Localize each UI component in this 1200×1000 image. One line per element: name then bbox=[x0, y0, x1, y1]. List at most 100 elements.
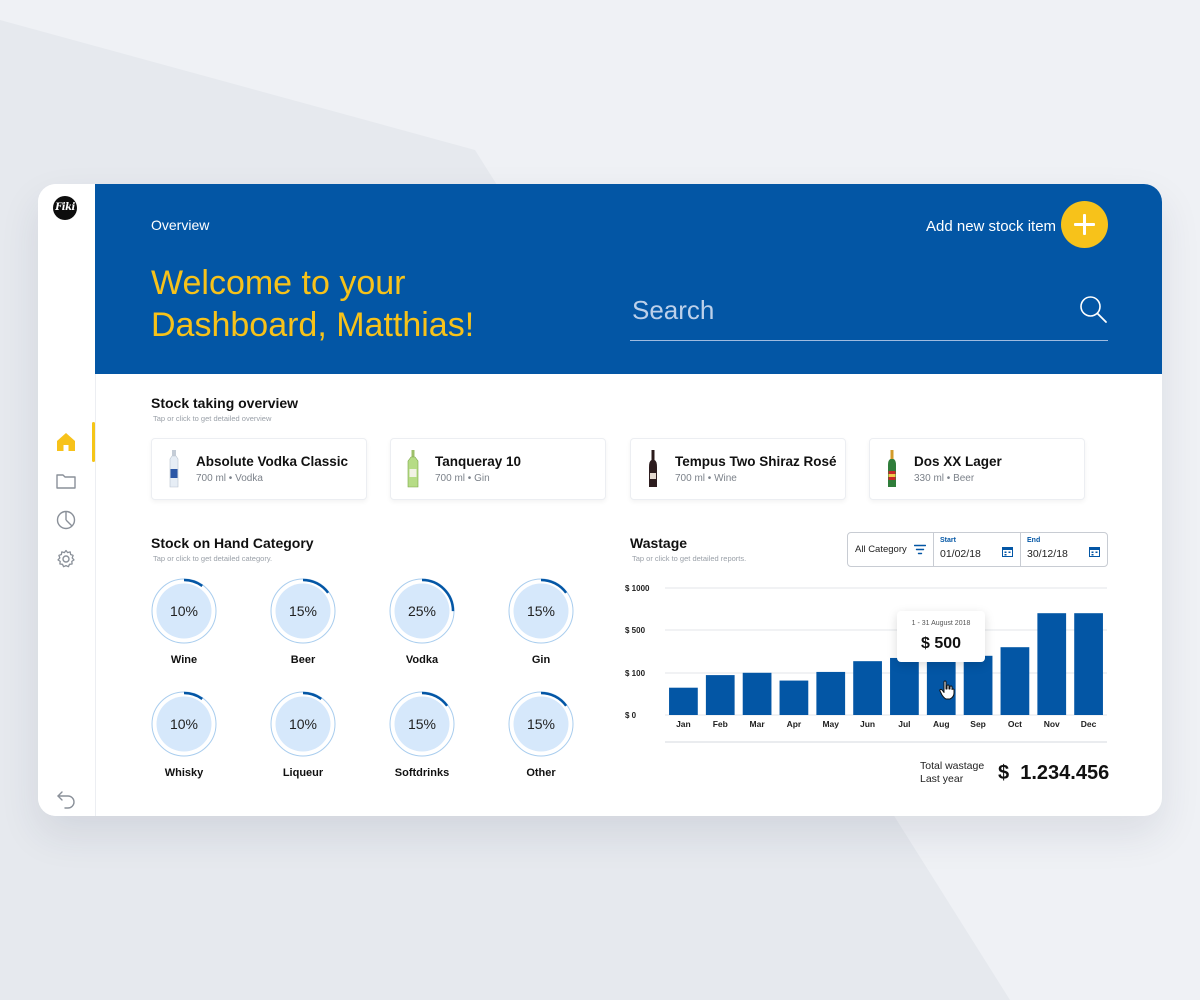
category-item[interactable]: 15% Softdrinks bbox=[377, 691, 467, 795]
category-item[interactable]: 10% Wine bbox=[139, 578, 229, 682]
end-date-value: 30/12/18 bbox=[1027, 548, 1068, 560]
calendar-icon bbox=[1089, 547, 1100, 557]
search-input[interactable] bbox=[630, 290, 1062, 330]
x-tick-label: Feb bbox=[713, 719, 728, 729]
start-date-caption: Start bbox=[940, 537, 956, 544]
welcome-line-2: Dashboard, Matthias! bbox=[151, 306, 475, 344]
x-tick-label: Jun bbox=[860, 719, 875, 729]
categories-subtitle: Tap or click to get detailed category. bbox=[153, 554, 273, 563]
category-ring bbox=[389, 578, 455, 644]
stock-card-meta: 330 ml • Beer bbox=[914, 473, 975, 484]
x-tick-label: May bbox=[822, 719, 839, 729]
bar-jan[interactable] bbox=[669, 687, 698, 715]
stock-card[interactable]: Absolute Vodka Classic 700 ml • Vodka bbox=[151, 438, 367, 500]
category-ring bbox=[508, 578, 574, 644]
y-tick-label: $ 500 bbox=[625, 626, 646, 635]
category-ring bbox=[270, 578, 336, 644]
search-icon[interactable] bbox=[1078, 294, 1108, 324]
category-percent: 25% bbox=[407, 603, 437, 619]
sidebar: Fiki bbox=[38, 184, 96, 816]
stock-card-meta: 700 ml • Wine bbox=[675, 473, 737, 484]
stock-card[interactable]: Dos XX Lager 330 ml • Beer bbox=[869, 438, 1085, 500]
folder-icon[interactable] bbox=[54, 469, 78, 493]
category-item[interactable]: 15% Gin bbox=[496, 578, 586, 682]
bar-nov[interactable] bbox=[1037, 613, 1067, 715]
hand-cursor-icon bbox=[939, 680, 955, 700]
back-arrow-icon[interactable] bbox=[54, 786, 78, 810]
bar-jun[interactable] bbox=[853, 661, 882, 715]
category-item[interactable]: 10% Liqueur bbox=[258, 691, 348, 795]
gin-bottle-icon bbox=[407, 450, 419, 488]
category-percent: 15% bbox=[288, 603, 318, 619]
category-filter-select[interactable]: All Category bbox=[848, 533, 934, 566]
category-label: Wine bbox=[170, 654, 198, 666]
breadcrumb: Overview bbox=[151, 217, 210, 233]
stock-card-name: Absolute Vodka Classic bbox=[196, 454, 349, 469]
x-tick-label: Dec bbox=[1081, 719, 1097, 729]
category-percent: 15% bbox=[407, 716, 437, 732]
bar-feb[interactable] bbox=[705, 675, 735, 715]
start-date-field[interactable]: Start 01/02/18 bbox=[934, 533, 1021, 566]
stock-card-name: Tempus Two Shiraz Rosé bbox=[675, 454, 837, 469]
bar-mar[interactable] bbox=[742, 672, 772, 715]
category-ring bbox=[508, 691, 574, 757]
main-content: Stock taking overview Tap or click to ge… bbox=[95, 374, 1162, 816]
category-label: Other bbox=[526, 767, 556, 779]
category-item[interactable]: 25% Vodka bbox=[377, 578, 467, 682]
stock-card[interactable]: Tempus Two Shiraz Rosé 700 ml • Wine bbox=[630, 438, 846, 500]
category-filter-label: All Category bbox=[855, 544, 907, 555]
stock-overview-title: Stock taking overview bbox=[151, 395, 299, 411]
bar-dec[interactable] bbox=[1074, 613, 1103, 715]
stock-card[interactable]: Tanqueray 10 700 ml • Gin bbox=[390, 438, 606, 500]
wastage-filters: All Category Start 01/02/18 End 30/12/ bbox=[847, 532, 1108, 567]
category-item[interactable]: 15% Other bbox=[496, 691, 586, 795]
stock-overview-subtitle: Tap or click to get detailed overview bbox=[153, 414, 272, 423]
bar-may[interactable] bbox=[816, 671, 846, 715]
wastage-subtitle: Tap or click to get detailed reports. bbox=[632, 554, 747, 563]
chart-tooltip: 1 - 31 August 2018 $ 500 bbox=[897, 611, 985, 662]
x-tick-label: Apr bbox=[787, 719, 802, 729]
category-ring bbox=[151, 578, 217, 644]
x-tick-label: Nov bbox=[1044, 719, 1060, 729]
category-percent: 15% bbox=[526, 603, 556, 619]
bar-jul[interactable] bbox=[890, 657, 919, 715]
bar-apr[interactable] bbox=[779, 680, 809, 715]
category-label: Liqueur bbox=[282, 767, 324, 779]
bar-sep[interactable] bbox=[963, 655, 993, 715]
tooltip-caption: 1 - 31 August 2018 bbox=[911, 620, 971, 627]
stock-card-name: Tanqueray 10 bbox=[435, 454, 522, 469]
end-date-field[interactable]: End 30/12/18 bbox=[1021, 533, 1107, 566]
y-tick-label: $ 1000 bbox=[625, 584, 650, 593]
category-percent: 10% bbox=[288, 716, 318, 732]
x-tick-label: Aug bbox=[933, 719, 950, 729]
add-stock-button[interactable] bbox=[1061, 201, 1108, 248]
start-date-value: 01/02/18 bbox=[940, 548, 981, 560]
stock-card-meta: 700 ml • Vodka bbox=[196, 473, 263, 484]
x-tick-label: Mar bbox=[750, 719, 766, 729]
vodka-bottle-icon bbox=[169, 450, 179, 488]
category-percent: 15% bbox=[526, 716, 556, 732]
calendar-icon bbox=[1002, 547, 1013, 557]
home-icon[interactable] bbox=[54, 430, 78, 454]
add-stock-label[interactable]: Add new stock item bbox=[926, 218, 1057, 235]
stock-card-name: Dos XX Lager bbox=[914, 454, 1002, 469]
bar-oct[interactable] bbox=[1000, 647, 1030, 715]
total-wastage-label: Total wastage Last year bbox=[920, 760, 984, 786]
total-wastage-label-line1: Total wastage bbox=[920, 760, 985, 772]
total-wastage-label-line2: Last year bbox=[920, 773, 964, 785]
y-tick-label: $ 0 bbox=[625, 711, 637, 720]
category-item[interactable]: 15% Beer bbox=[258, 578, 348, 682]
wine-bottle-icon bbox=[649, 450, 657, 487]
gear-icon[interactable] bbox=[54, 547, 78, 571]
x-tick-label: Jul bbox=[898, 719, 910, 729]
stock-card-meta: 700 ml • Gin bbox=[435, 473, 490, 484]
category-label: Beer bbox=[290, 654, 316, 666]
wastage-chart: $ 0 $ 100 $ 500 $ 1000 Jan Feb Mar Apr May Jun Jul… bbox=[625, 584, 1107, 743]
x-tick-label: Oct bbox=[1008, 719, 1022, 729]
total-wastage-value: $ 1.234.456 bbox=[998, 762, 1110, 784]
pie-chart-icon[interactable] bbox=[54, 508, 78, 532]
category-label: Vodka bbox=[405, 654, 439, 666]
filter-icon bbox=[914, 544, 926, 555]
category-item[interactable]: 10% Whisky bbox=[139, 691, 229, 795]
category-label: Whisky bbox=[164, 767, 204, 779]
